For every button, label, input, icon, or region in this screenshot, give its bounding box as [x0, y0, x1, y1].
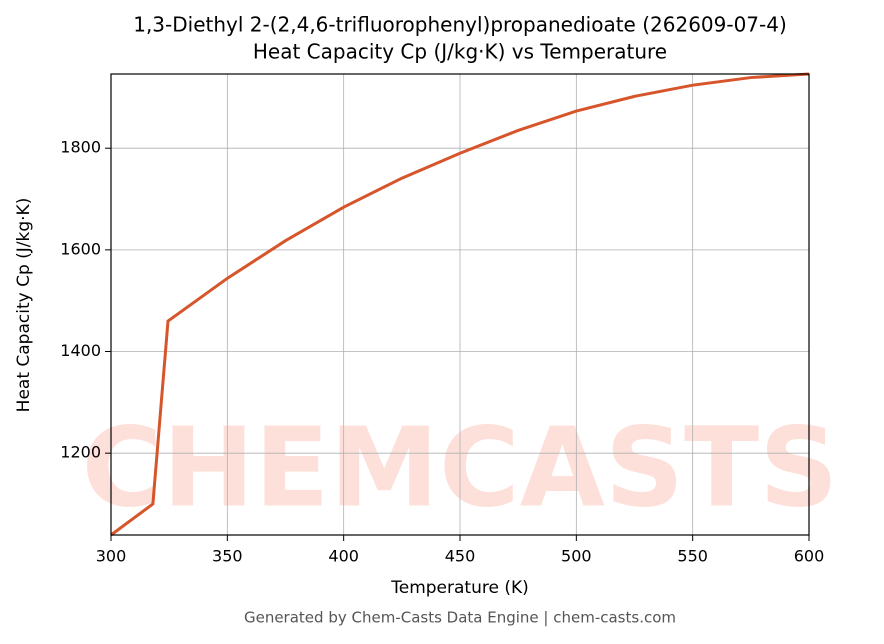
x-tick-label: 400 [328, 547, 359, 566]
x-tick-label: 600 [794, 547, 825, 566]
x-tick-label: 300 [96, 547, 127, 566]
x-tick-label: 550 [677, 547, 708, 566]
x-tick-label: 350 [212, 547, 243, 566]
chart-title: 1,3-Diethyl 2-(2,4,6-trifluorophenyl)pro… [133, 13, 787, 37]
y-tick-label: 1400 [60, 341, 101, 360]
y-axis-label: Heat Capacity Cp (J/kg·K) [14, 198, 34, 413]
data-line [110, 72, 810, 537]
y-tick-label: 1800 [60, 138, 101, 157]
y-tick-label: 1600 [60, 239, 101, 258]
x-axis-label: Temperature (K) [390, 578, 529, 598]
y-tick-label: 1200 [60, 443, 101, 462]
x-tick-label: 500 [561, 547, 592, 566]
x-tick-label: 450 [445, 547, 476, 566]
footer: Generated by Chem-Casts Data Engine | ch… [244, 609, 676, 627]
chart-subtitle: Heat Capacity Cp (J/kg·K) vs Temperature [253, 40, 667, 64]
plot-frame [110, 73, 810, 536]
